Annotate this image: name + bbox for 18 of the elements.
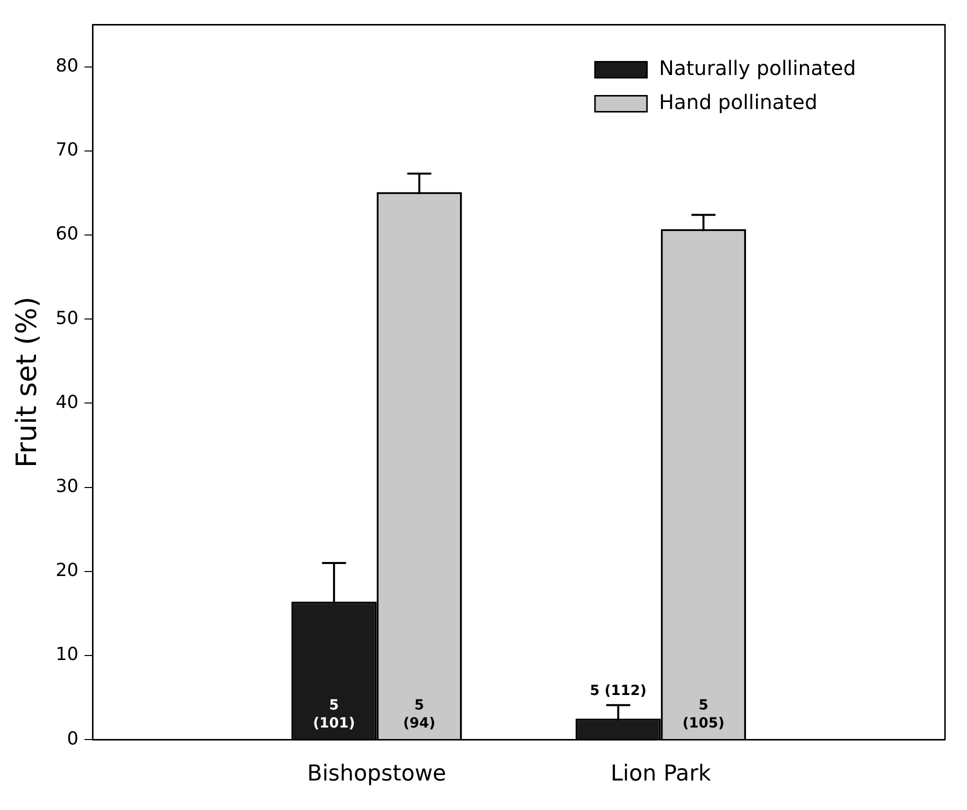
annotation: 5 (94) bbox=[403, 698, 436, 732]
y-axis-title: Fruit set (%) bbox=[10, 296, 44, 468]
y-tick-label: 10 bbox=[56, 644, 79, 666]
annotation: 5 (112) bbox=[590, 683, 647, 700]
x-tick-label: Lion Park bbox=[610, 762, 712, 787]
y-tick-label: 0 bbox=[67, 728, 79, 750]
y-tick-label: 20 bbox=[56, 560, 79, 582]
annotation: 5 (101) bbox=[313, 698, 356, 732]
y-tick-label: 80 bbox=[56, 56, 79, 77]
y-tick-label: 50 bbox=[56, 308, 79, 329]
legend-label: Hand pollinated bbox=[659, 90, 818, 114]
y-tick-label: 40 bbox=[56, 392, 79, 413]
x-tick-label: Bishopstowe bbox=[307, 762, 446, 787]
y-tick-label: 70 bbox=[56, 140, 79, 161]
y-tick-label: 60 bbox=[56, 224, 79, 245]
legend-label: Naturally pollinated bbox=[659, 56, 856, 80]
annotation: 5 (105) bbox=[682, 698, 724, 732]
y-tick-label: 30 bbox=[56, 476, 79, 497]
